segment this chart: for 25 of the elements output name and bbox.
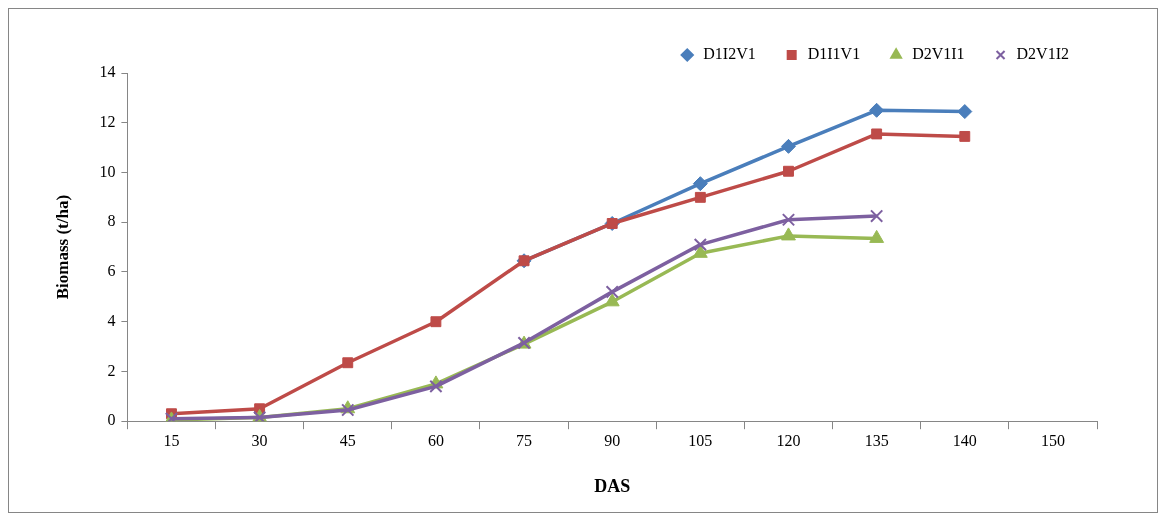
legend-label: D1I1V1 bbox=[807, 45, 861, 63]
legend-label: D2V1I2 bbox=[1016, 45, 1069, 63]
x-axis-title: DAS bbox=[594, 475, 631, 496]
x-tick-label: 60 bbox=[427, 432, 444, 449]
y-tick-label: 12 bbox=[99, 112, 116, 130]
y-tick-label: 0 bbox=[107, 411, 116, 429]
legend-label: D1I2V1 bbox=[703, 45, 756, 63]
legend-label: D2V1I1 bbox=[912, 45, 965, 63]
x-tick-label: 75 bbox=[516, 432, 533, 449]
y-tick-label: 6 bbox=[107, 262, 116, 280]
y-tick-label: 8 bbox=[107, 212, 116, 230]
y-tick-label: 14 bbox=[99, 63, 116, 81]
x-tick-label: 15 bbox=[163, 432, 180, 449]
y-tick-label: 4 bbox=[107, 311, 116, 329]
x-tick-label: 105 bbox=[688, 432, 713, 449]
x-tick-label: 120 bbox=[776, 432, 801, 449]
x-tick-label: 135 bbox=[864, 432, 889, 449]
x-tick-label: 45 bbox=[339, 432, 356, 449]
x-tick-label: 30 bbox=[251, 432, 268, 449]
y-tick-label: 2 bbox=[107, 361, 116, 379]
y-tick-label: 10 bbox=[99, 162, 116, 180]
x-tick-label: 150 bbox=[1040, 432, 1065, 449]
x-tick-label: 140 bbox=[952, 432, 977, 449]
x-tick-label: 90 bbox=[604, 432, 621, 449]
y-axis-title: Biomass (t/ha) bbox=[52, 194, 72, 300]
